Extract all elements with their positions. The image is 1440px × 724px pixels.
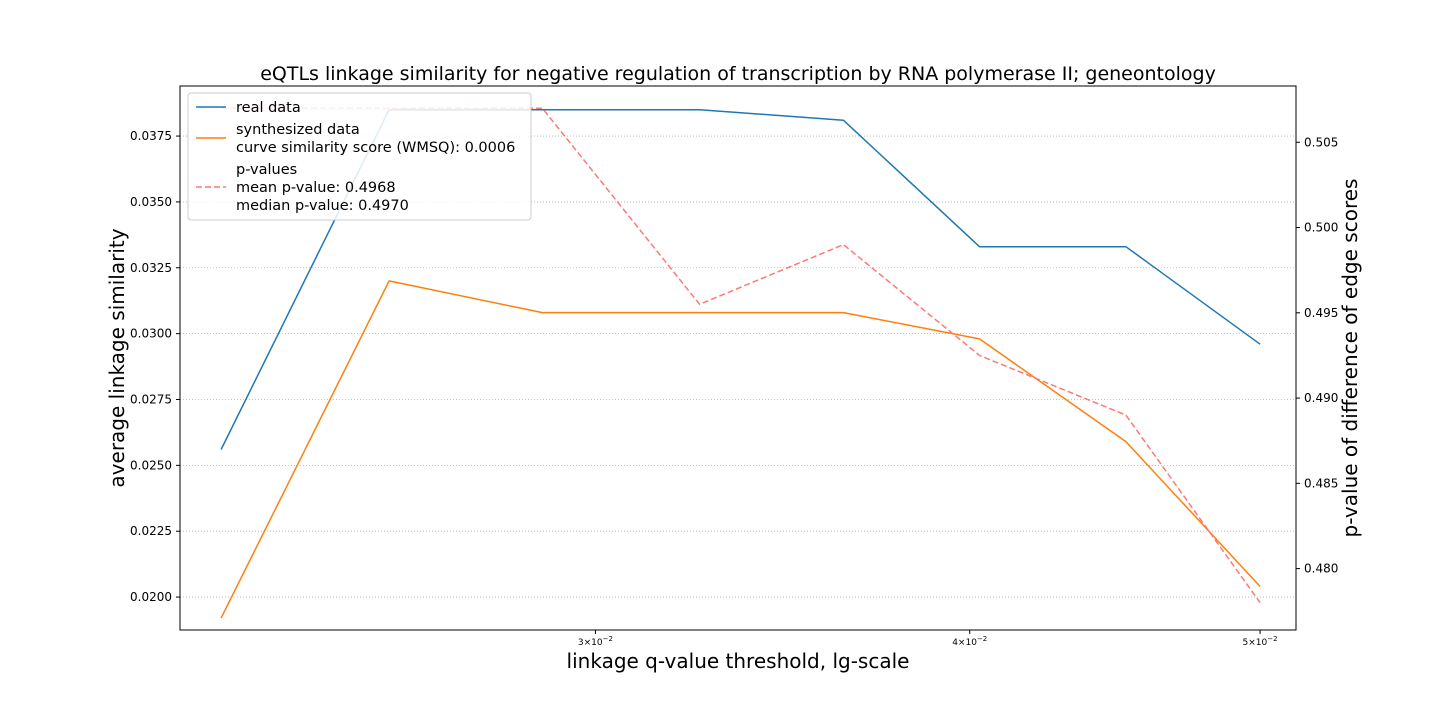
y-left-tick-label: 0.0375 [130, 129, 172, 143]
legend-box [187, 92, 532, 221]
chart-title: eQTLs linkage similarity for negative re… [260, 63, 1216, 85]
y-right-tick-label: 0.505 [1304, 135, 1338, 149]
y-left-tick-label: 0.0275 [130, 392, 172, 406]
series-line-1 [220, 280, 1261, 619]
legend-label: synthesized data [236, 122, 360, 138]
legend-label: median p-value: 0.4970 [236, 198, 409, 214]
y-left-tick-label: 0.0300 [130, 327, 172, 341]
legend: real data synthesized data curve similarit… [187, 92, 532, 221]
legend-label: curve similarity score (WMSQ): 0.0006 [236, 140, 515, 156]
legend-label: mean p-value: 0.4968 [236, 180, 396, 196]
y-right-tick-label: 0.480 [1304, 562, 1338, 576]
plot-frame [179, 85, 1297, 631]
x-tick-label: 5×10−2 [1243, 635, 1278, 648]
y-left-tick-label: 0.0250 [130, 458, 172, 472]
y-axis-label-left: average linkage similarity [105, 228, 129, 487]
y-left-tick-label: 0.0225 [130, 524, 172, 538]
y-right-tick-label: 0.485 [1304, 476, 1338, 490]
legend-label: real data [236, 100, 301, 116]
legend-label: p-values [236, 162, 297, 178]
x-axis-label: linkage q-value threshold, lg-scale [567, 649, 910, 673]
y-right-tick-label: 0.495 [1304, 306, 1338, 320]
x-tick-label: 3×10−2 [578, 635, 613, 648]
y-left-tick-label: 0.0200 [130, 590, 172, 604]
y-left-tick-label: 0.0325 [130, 261, 172, 275]
y-left-tick-label: 0.0350 [130, 195, 172, 209]
y-right-tick-label: 0.490 [1304, 391, 1338, 405]
y-right-tick-label: 0.500 [1304, 221, 1338, 235]
y-axis-label-right: p-value of difference of edge scores [1338, 179, 1362, 538]
x-tick-label: 4×10−2 [952, 635, 987, 648]
